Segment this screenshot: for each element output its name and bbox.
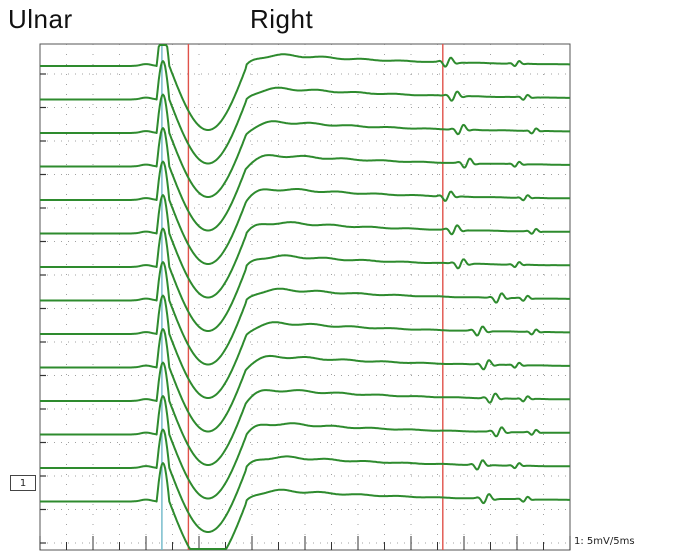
scale-label: 1: 5mV/5ms xyxy=(574,536,635,547)
nerve-title: Ulnar xyxy=(8,4,73,34)
time-axis-ticks xyxy=(39,536,571,550)
trace-sweep xyxy=(40,294,570,399)
side-title: Right xyxy=(250,4,314,34)
trace-sweep xyxy=(40,60,570,165)
trace-sweep xyxy=(40,361,570,466)
trace-sweep xyxy=(40,160,570,265)
trace-sweep xyxy=(40,328,570,433)
trace-sweep xyxy=(40,261,570,366)
trace-sweep xyxy=(40,462,570,550)
trace-sweep xyxy=(40,93,570,198)
trace-sweep xyxy=(40,428,570,533)
trace-sweep xyxy=(40,194,570,299)
trace-sweep xyxy=(40,227,571,332)
grid xyxy=(40,44,570,550)
trace-sweep xyxy=(40,395,570,500)
trace-sweep xyxy=(40,127,570,232)
trace-baseline-ticks xyxy=(40,73,46,544)
channel-marker[interactable]: 1 xyxy=(10,475,36,491)
trace-sweep xyxy=(40,44,570,131)
traces xyxy=(40,44,571,550)
